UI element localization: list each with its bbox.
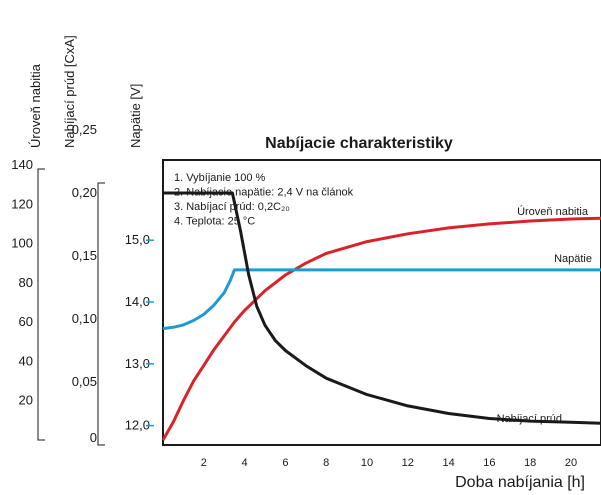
y-tick-label: 20 <box>19 393 33 408</box>
y-tick-label: 0,15 <box>72 248 97 263</box>
y-tick-label: 80 <box>19 275 33 290</box>
series-curves <box>161 191 601 441</box>
y-tick-label: 100 <box>11 236 33 251</box>
y-tick-label: 60 <box>19 314 33 329</box>
notes-block: 1. Vybíjanie 100 % 2. Nabíjacie napätie: … <box>174 172 354 228</box>
series-line <box>161 216 601 441</box>
axis-title-charging-current: Nabíjací prúd [CxA] <box>62 35 77 148</box>
y-tick-label: 40 <box>19 353 33 368</box>
note-line: 2. Nabíjacie napätie: 2,4 V na článok <box>174 187 354 199</box>
x-axis-title: Doba nabíjania [h] <box>455 474 585 491</box>
plot-frame <box>162 159 601 446</box>
axis-line-charging-current <box>97 182 105 446</box>
y-tick-label: 14,0 <box>125 294 150 309</box>
y-tick-label: 0,10 <box>72 311 97 326</box>
series-line <box>163 191 601 425</box>
y-tick-label: 13,0 <box>125 356 150 371</box>
x-tick-label: 10 <box>361 457 373 469</box>
axis-title-voltage: Napätie [V] <box>128 84 143 148</box>
series-label: Napätie <box>554 253 592 265</box>
x-tick-label: 4 <box>242 457 248 469</box>
series-labels: Úroveň nabitia Napätie Nabíjací prúd <box>497 205 592 425</box>
chart-title: Nabíjacie charakteristiky <box>265 135 453 152</box>
y-tick-label: 140 <box>11 157 33 172</box>
y-tick-label: 120 <box>11 196 33 211</box>
x-tick-label: 12 <box>402 457 414 469</box>
x-tick-label: 16 <box>483 457 495 469</box>
y-tick-label: 0,20 <box>72 185 97 200</box>
x-tick-label: 8 <box>323 457 329 469</box>
series-label: Úroveň nabitia <box>517 205 589 218</box>
y-tick-label: 0 <box>90 430 97 445</box>
note-line: 1. Vybíjanie 100 % <box>174 172 266 184</box>
series-line <box>162 268 601 331</box>
x-tick-label: 20 <box>565 457 577 469</box>
y-tick-label: 15,0 <box>125 232 150 247</box>
x-tick-label: 6 <box>282 457 288 469</box>
note-line: 3. Nabíjací prúd: 0,2C₂₀ <box>174 201 290 213</box>
y-tick-label: 0,05 <box>72 374 97 389</box>
x-tick-label: 18 <box>524 457 536 469</box>
x-tick-label: 2 <box>201 457 207 469</box>
note-line: 4. Teplota: 25 °C <box>174 216 255 228</box>
axis-title-charge-level: Úroveň nabitia <box>28 63 43 148</box>
axis-line-charge-level <box>37 168 45 441</box>
series-label: Nabíjací prúd <box>497 413 562 425</box>
y-tick-label: 12,0 <box>125 418 150 433</box>
y-tick-label: 0,25 <box>72 122 97 137</box>
x-tick-label: 14 <box>442 457 454 469</box>
tick-labels: 140 120 100 80 60 40 20 0,25 0,20 0,15 0,10 0,05 0 15… <box>11 122 577 469</box>
